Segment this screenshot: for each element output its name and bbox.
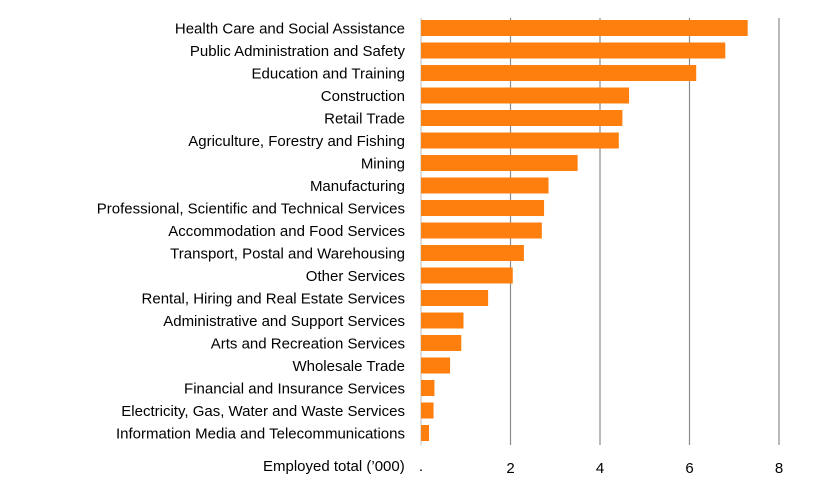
category-label: Health Care and Social Assistance <box>175 21 405 38</box>
category-label: Mining <box>361 156 405 173</box>
category-label: Public Administration and Safety <box>190 43 406 60</box>
bar <box>421 42 726 59</box>
bar <box>421 200 545 216</box>
category-label: Professional, Scientific and Technical S… <box>97 201 405 218</box>
category-label: Transport, Postal and Warehousing <box>170 246 405 263</box>
x-tick-label: 2 <box>506 460 514 477</box>
bar <box>421 380 435 396</box>
x-tick-label: 4 <box>596 460 604 477</box>
category-label: Retail Trade <box>324 111 405 128</box>
category-label: Accommodation and Food Services <box>168 223 405 240</box>
bar <box>421 20 748 36</box>
bar <box>421 402 434 419</box>
x-axis-origin-label: . <box>419 458 423 475</box>
bar <box>421 357 451 374</box>
bar <box>421 335 462 351</box>
category-label: Manufacturing <box>310 178 405 195</box>
category-label: Electricity, Gas, Water and Waste Servic… <box>121 403 405 420</box>
category-label: Education and Training <box>252 66 405 83</box>
x-tick-label: 6 <box>685 460 693 477</box>
category-label: Other Services <box>306 268 405 285</box>
bar <box>421 222 542 239</box>
bar <box>421 267 513 284</box>
bar <box>421 87 630 104</box>
category-label: Construction <box>321 88 405 105</box>
category-label: Arts and Recreation Services <box>211 336 405 353</box>
bar <box>421 110 623 126</box>
category-label: Information Media and Telecommunications <box>116 426 405 443</box>
bar <box>421 312 464 329</box>
bars <box>421 20 748 441</box>
bar <box>421 425 430 441</box>
bar <box>421 290 489 306</box>
bar <box>421 245 524 261</box>
x-tick-labels: 2 4 6 8 <box>506 460 783 477</box>
bar <box>421 132 619 149</box>
bar <box>421 155 578 171</box>
category-labels: Health Care and Social Assistance Public … <box>97 21 406 443</box>
x-tick-label: 8 <box>775 460 783 477</box>
category-label: Wholesale Trade <box>292 358 405 375</box>
bar <box>421 65 697 81</box>
bar <box>421 177 549 194</box>
category-label: Financial and Insurance Services <box>184 381 405 398</box>
category-label: Agriculture, Forestry and Fishing <box>188 133 405 150</box>
category-label: Rental, Hiring and Real Estate Services <box>142 291 405 308</box>
x-axis-label: Employed total (’000) <box>263 458 405 475</box>
category-label: Administrative and Support Services <box>163 313 405 330</box>
